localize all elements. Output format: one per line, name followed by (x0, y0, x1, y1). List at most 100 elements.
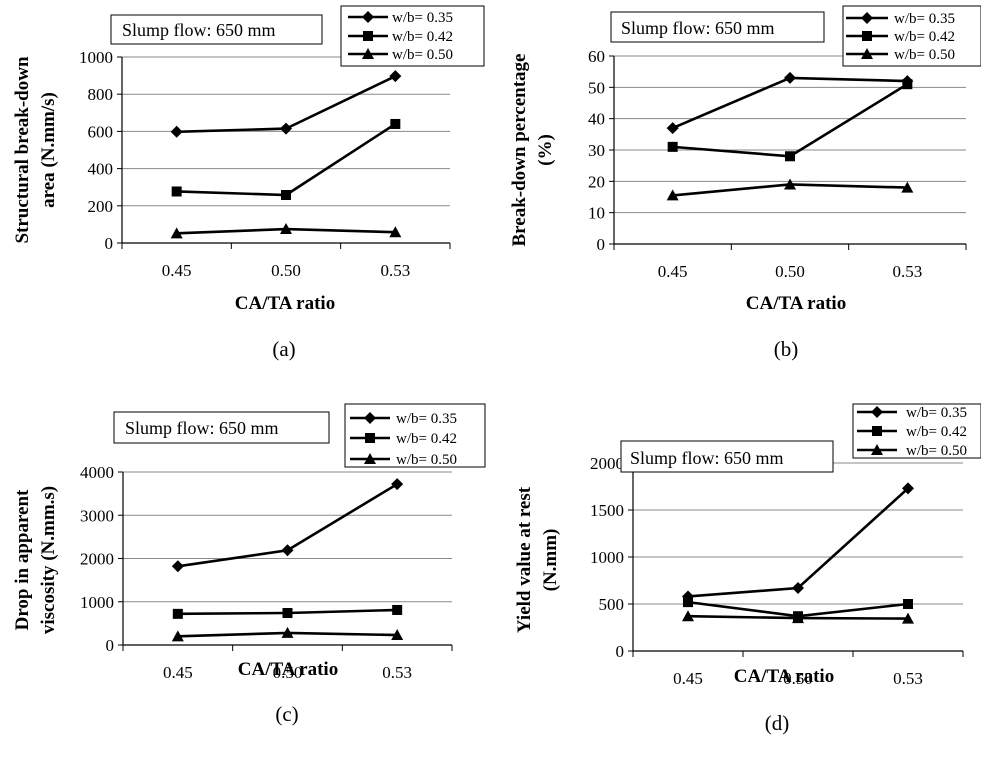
data-point (792, 582, 804, 595)
annotation-box (610, 11, 825, 43)
chart-panel-a: 0 200 400 600 800 1000 0.45 0.50 0.53 CA/TA ratio… (12, 5, 485, 361)
legend-marker (871, 406, 883, 418)
y-axis-title: Break-down percentage (509, 54, 530, 247)
legend-marker (862, 31, 872, 41)
x-tick-label: 0.45 (163, 663, 193, 682)
x-tick-label: 0.53 (892, 262, 922, 281)
annotation-text: Slump flow: 650 mm (125, 418, 279, 438)
data-point (784, 71, 796, 84)
legend-entry: w/b= 0.42 (894, 29, 955, 45)
x-tick-label: 0.53 (380, 261, 410, 280)
y-tick-label: 1000 (590, 548, 624, 567)
data-point (171, 630, 184, 642)
annotation-box (620, 440, 834, 473)
series-line-2 (672, 83, 909, 158)
y-tick-label: 0 (616, 642, 625, 661)
data-point (391, 478, 404, 491)
chart-panel-d: 0 500 1000 1500 2000 0.45 0.50 0.53 CA/TA ratio Y… (514, 403, 981, 735)
legend-entry: w/b= 0.35 (392, 10, 453, 26)
legend-marker (861, 12, 873, 24)
data-point (281, 190, 291, 201)
data-point (902, 79, 913, 90)
data-point (170, 125, 183, 138)
y-axis-title: Structural break-down (12, 56, 33, 243)
x-axis-title: CA/TA ratio (238, 659, 338, 680)
data-point (392, 604, 403, 615)
y-tick-label: 40 (588, 110, 605, 129)
data-point (281, 626, 294, 638)
y-tick-label: 400 (88, 160, 114, 179)
data-point (170, 227, 183, 239)
y-tick-label: 50 (588, 78, 605, 97)
legend-entry: w/b= 0.50 (894, 47, 955, 63)
data-point (902, 482, 914, 495)
annotation-text: Slump flow: 650 mm (621, 18, 775, 38)
x-tick-label: 0.45 (658, 262, 688, 281)
x-tick-label: 0.45 (162, 261, 192, 280)
x-axis-title: CA/TA ratio (235, 293, 335, 314)
data-point (280, 122, 292, 135)
data-point (682, 610, 694, 622)
y-tick-label: 1000 (79, 48, 113, 67)
panel-caption: (c) (275, 702, 298, 726)
y-tick-label: 2000 (80, 550, 114, 569)
legend-entry: w/b= 0.42 (392, 29, 453, 45)
annotation-box (113, 411, 330, 444)
x-tick-label: 0.53 (382, 663, 412, 682)
annotation-box (110, 14, 323, 45)
data-point (683, 597, 693, 608)
data-point (171, 186, 182, 197)
x-tick-label: 0.50 (775, 262, 805, 281)
y-axis-title: (N.mm) (540, 529, 561, 592)
data-point (666, 189, 679, 201)
panel-caption: (d) (765, 711, 790, 735)
legend-entry: w/b= 0.50 (392, 47, 453, 63)
series-line-1 (687, 487, 909, 598)
y-tick-label: 60 (588, 47, 605, 66)
data-point (171, 560, 184, 573)
legend-marker (362, 48, 374, 59)
data-point (785, 151, 795, 162)
data-point (667, 141, 678, 152)
legend-entry: w/b= 0.35 (894, 11, 955, 27)
panel-caption: (b) (774, 337, 799, 361)
data-point (282, 607, 293, 618)
legend-marker (861, 48, 873, 59)
series-line-2 (176, 122, 397, 197)
x-tick-label: 0.50 (273, 663, 303, 682)
y-tick-label: 0 (106, 636, 115, 655)
legend-entry: w/b= 0.35 (396, 411, 457, 427)
legend-entry: w/b= 0.42 (906, 424, 967, 440)
y-tick-label: 0 (105, 234, 114, 253)
data-point (792, 612, 804, 624)
x-tick-label: 0.53 (893, 669, 923, 688)
y-tick-label: 200 (88, 197, 114, 216)
y-tick-label: 10 (588, 204, 605, 223)
x-axis-title: CA/TA ratio (734, 666, 834, 687)
annotation-text: Slump flow: 650 mm (630, 448, 784, 468)
data-point (391, 629, 404, 641)
data-point (389, 226, 402, 238)
x-axis-title: CA/TA ratio (746, 293, 846, 314)
legend-marker (365, 433, 375, 443)
legend-marker (363, 31, 373, 41)
y-tick-label: 600 (88, 122, 114, 141)
y-tick-label: 4000 (80, 463, 114, 482)
chart-panel-c: 0 1000 2000 3000 4000 0.45 0.50 0.53 CA/TA ratio… (12, 403, 486, 726)
data-point (902, 612, 914, 624)
y-axis-title: area (N.mm/s) (38, 92, 59, 208)
y-tick-label: 1000 (80, 593, 114, 612)
x-tick-label: 0.45 (673, 669, 703, 688)
x-tick-label: 0.50 (271, 261, 301, 280)
y-tick-label: 0 (597, 235, 606, 254)
legend-marker (364, 453, 376, 464)
legend-entry: w/b= 0.50 (906, 443, 967, 459)
legend-marker (871, 444, 883, 455)
data-point (280, 223, 292, 235)
legend-marker (364, 412, 376, 424)
annotation-text: Slump flow: 650 mm (122, 20, 276, 40)
legend-entry: w/b= 0.42 (396, 431, 457, 447)
data-point (901, 181, 914, 193)
y-tick-label: 1500 (590, 501, 624, 520)
